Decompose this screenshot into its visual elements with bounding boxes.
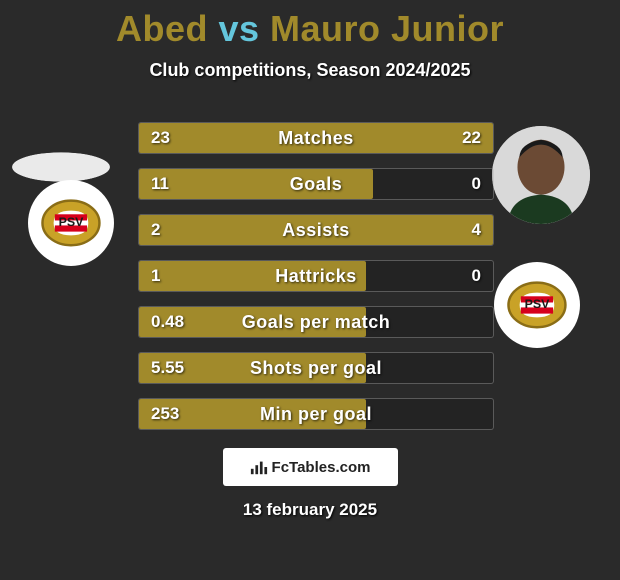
stat-label: Goals per match bbox=[199, 312, 433, 333]
stat-right-value: 4 bbox=[433, 220, 493, 240]
stat-right-value: 0 bbox=[433, 174, 493, 194]
stat-label: Hattricks bbox=[199, 266, 433, 287]
page-title: Abed vs Mauro Junior bbox=[0, 0, 620, 50]
title-vs: vs bbox=[218, 8, 259, 49]
stat-label: Assists bbox=[199, 220, 433, 241]
site-logo: FcTables.com bbox=[223, 448, 398, 486]
stat-label: Goals bbox=[199, 174, 433, 195]
player2-club-badge: PSV bbox=[494, 262, 580, 348]
title-player2: Mauro Junior bbox=[270, 8, 504, 49]
stat-row: 253 Min per goal bbox=[138, 398, 494, 430]
stat-row: 0.48 Goals per match bbox=[138, 306, 494, 338]
stat-row: 5.55 Shots per goal bbox=[138, 352, 494, 384]
badge-left-text: PSV bbox=[59, 215, 85, 229]
bars-icon bbox=[250, 458, 268, 476]
logo-text: FcTables.com bbox=[272, 459, 371, 476]
stat-left-value: 23 bbox=[139, 128, 199, 148]
player1-club-badge: PSV bbox=[28, 180, 114, 266]
stat-left-value: 5.55 bbox=[139, 358, 199, 378]
badge-right-text: PSV bbox=[525, 297, 551, 311]
stat-row: 2 Assists 4 bbox=[138, 214, 494, 246]
stat-right-value: 0 bbox=[433, 266, 493, 286]
stat-left-value: 253 bbox=[139, 404, 199, 424]
stat-left-value: 1 bbox=[139, 266, 199, 286]
stat-label: Min per goal bbox=[199, 404, 433, 425]
stat-row: 23 Matches 22 bbox=[138, 122, 494, 154]
player1-avatar bbox=[12, 152, 110, 181]
subtitle: Club competitions, Season 2024/2025 bbox=[0, 60, 620, 81]
stat-left-value: 2 bbox=[139, 220, 199, 240]
stat-right-value: 22 bbox=[433, 128, 493, 148]
date-text: 13 february 2025 bbox=[0, 500, 620, 520]
stat-label: Shots per goal bbox=[199, 358, 433, 379]
stat-left-value: 11 bbox=[139, 174, 199, 194]
title-player1: Abed bbox=[116, 8, 208, 49]
player2-avatar bbox=[492, 126, 590, 224]
stat-left-value: 0.48 bbox=[139, 312, 199, 332]
logo-container: FcTables.com bbox=[0, 448, 620, 486]
stat-row: 1 Hattricks 0 bbox=[138, 260, 494, 292]
stat-rows: 23 Matches 22 11 Goals 0 2 Assists 4 1 H… bbox=[138, 122, 494, 444]
stat-row: 11 Goals 0 bbox=[138, 168, 494, 200]
stat-label: Matches bbox=[199, 128, 433, 149]
